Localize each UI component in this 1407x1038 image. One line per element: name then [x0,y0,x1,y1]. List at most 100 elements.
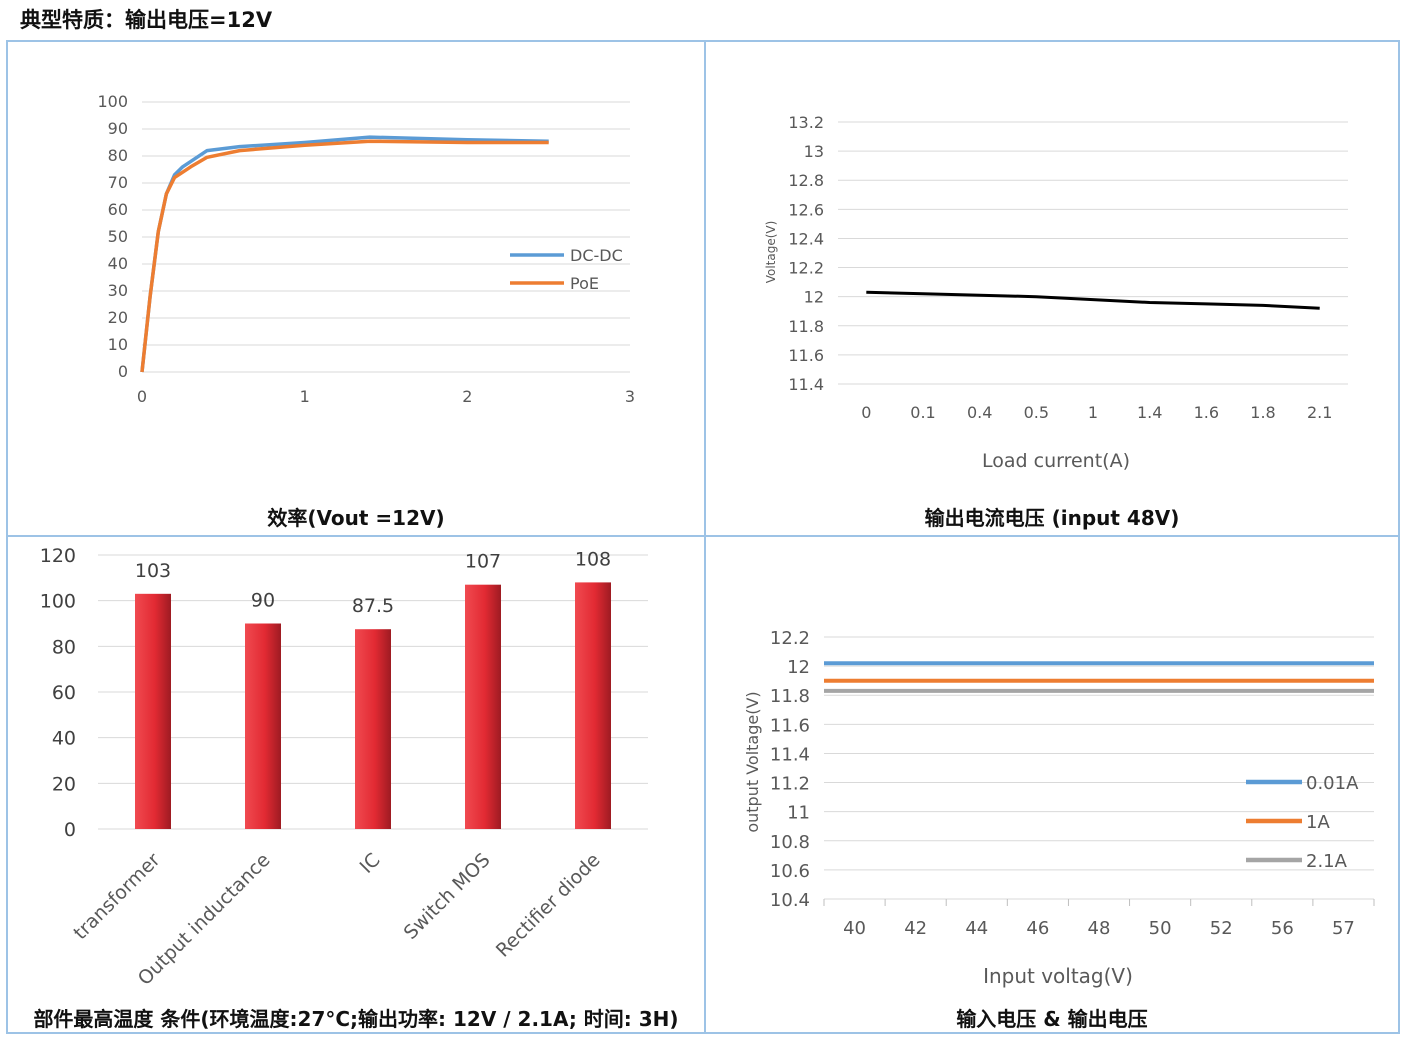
series-line-poe [140,139,549,373]
caption-efficiency: 效率(Vout =12V) [267,506,445,530]
y-tick-label: 10.6 [770,861,810,882]
y-tick-label: 10.4 [770,890,810,911]
y-tick-label: 0 [64,819,76,841]
bar-value-label: 108 [575,548,611,570]
y-tick-label: 100 [40,591,76,613]
category-label: transformer [69,849,164,944]
x-tick-label: 0.1 [910,403,935,422]
x-tick-label: 2 [462,387,472,406]
x-tick-label: 1.6 [1194,403,1219,422]
efficiency-chart: 0 10 20 30 40 50 60 70 80 90 100 0 1 2 3 DC-DC PoE [97,92,635,406]
x-tick-label: 2.1 [1307,403,1332,422]
caption-load: 输出电流电压 (input 48V) [924,506,1180,530]
category-label: Rectifier diode [492,849,605,962]
y-tick-label: 20 [52,773,76,795]
x-tick-label: 44 [965,918,988,939]
y-tick-label: 80 [108,146,128,165]
x-tick-label: 1 [1088,403,1098,422]
y-tick-label: 30 [108,281,128,300]
y-axis-label: Voltage(V) [764,221,778,284]
y-tick-label: 12.2 [770,628,810,649]
x-tick-label: 40 [843,918,866,939]
y-tick-label: 50 [108,227,128,246]
y-tick-label: 11.8 [788,317,824,336]
x-tick-label: 0 [861,403,871,422]
bar [575,582,611,829]
bar-value-label: 90 [251,590,275,612]
y-tick-label: 12.4 [788,229,824,248]
x-tick-label: 56 [1271,918,1294,939]
bar [355,629,391,829]
x-tick-label: 1 [300,387,310,406]
y-tick-label: 12.8 [788,171,824,190]
category-label: IC [356,849,385,878]
y-tick-label: 20 [108,308,128,327]
bar [465,584,501,829]
chart-grid: 0 10 20 30 40 50 60 70 80 90 100 0 1 2 3 DC-DC PoE 效率(Vo… [6,40,1400,1034]
x-tick-label: 0 [137,387,147,406]
y-tick-label: 11.6 [788,346,824,365]
panel-temperature: 0 20 40 60 80 100 120 103 transformer 90 Output in… [8,537,704,1032]
x-tick-label: 46 [1026,918,1049,939]
y-tick-label: 40 [52,728,76,750]
bar [135,593,171,829]
y-tick-label: 60 [108,200,128,219]
load-chart: 1 1.4 11.6 11.8 12 12.2 12.4 12.6 12.8 13 13.2 0 0.1… [764,113,1348,472]
bar-value-label: 107 [465,551,501,573]
panel-input-output: 10.4 10.6 10.8 11 11.2 11.4 11.6 11.8 12 12.2 40 42… [706,537,1398,1032]
legend-label: 1A [1306,812,1330,833]
y-tick-label: 11.6 [770,715,810,736]
page-title: 典型特质：输出电压=12V [20,8,273,32]
x-tick-label: 0.4 [967,403,992,422]
y-tick-label: 12 [804,288,824,307]
x-axis-label: Load current(A) [982,450,1130,472]
x-tick-label: 1.4 [1137,403,1162,422]
y-tick-label: 12.6 [788,200,824,219]
y-tick-label: 10 [108,335,128,354]
y-tick-label: 11 [787,803,810,824]
category-label: Switch MOS [400,849,495,944]
y-tick-label: 13.2 [788,113,824,132]
x-tick-label: 52 [1210,918,1233,939]
caption-temperature: 部件最高温度 条件(环境温度:27°C;输出功率: 12V / 2.1A; 时间… [33,1007,679,1031]
y-tick-label: 10.8 [770,832,810,853]
y-tick-label: 12.2 [788,259,824,278]
bar [245,623,281,829]
x-tick-label: 3 [625,387,635,406]
y-tick-label: 12 [787,657,810,678]
y-tick-label: 120 [40,545,76,567]
x-tick-label: 0.5 [1024,403,1049,422]
series-line-dc-dc [140,135,549,373]
x-tick-label: 42 [904,918,927,939]
series-line [866,290,1320,310]
y-tick-label: 60 [52,682,76,704]
y-tick-label: 80 [52,636,76,658]
x-tick-label: 57 [1332,918,1355,939]
y-tick-label: 11.2 [770,774,810,795]
legend-label: 2.1A [1306,851,1348,872]
bar-value-label: 103 [135,560,171,582]
y-tick-label: 90 [108,119,128,138]
x-tick-label: 48 [1088,918,1111,939]
x-tick-label: 1.8 [1250,403,1275,422]
panel-load: 1 1.4 11.6 11.8 12 12.2 12.4 12.6 12.8 13 13.2 0 0.1… [706,42,1398,535]
y-axis-label: output Voltage(V) [743,691,762,832]
y-tick-label: 70 [108,173,128,192]
y-tick-label: 11.4 [770,744,810,765]
bar-value-label: 87.5 [352,595,394,617]
grid-divider-horizontal [8,535,1398,537]
x-tick-label: 50 [1149,918,1172,939]
input-output-chart: 10.4 10.6 10.8 11 11.2 11.4 11.6 11.8 12 12.2 40 42… [743,628,1375,988]
x-axis-label: Input voltag(V) [983,964,1133,988]
legend-label: 0.01A [1306,773,1359,794]
y-tick-label: 100 [97,92,128,111]
y-tick-label: 11.8 [770,686,810,707]
caption-input-output: 输入电压 & 输出电压 [956,1007,1148,1031]
grid-divider-vertical [704,42,706,1032]
panel-efficiency: 0 10 20 30 40 50 60 70 80 90 100 0 1 2 3 DC-DC PoE 效率(Vo… [8,42,704,535]
y-tick-label: 0 [118,362,128,381]
legend-label: DC-DC [570,246,623,265]
y-tick-label: 13 [804,142,824,161]
y-tick-label: 40 [108,254,128,273]
